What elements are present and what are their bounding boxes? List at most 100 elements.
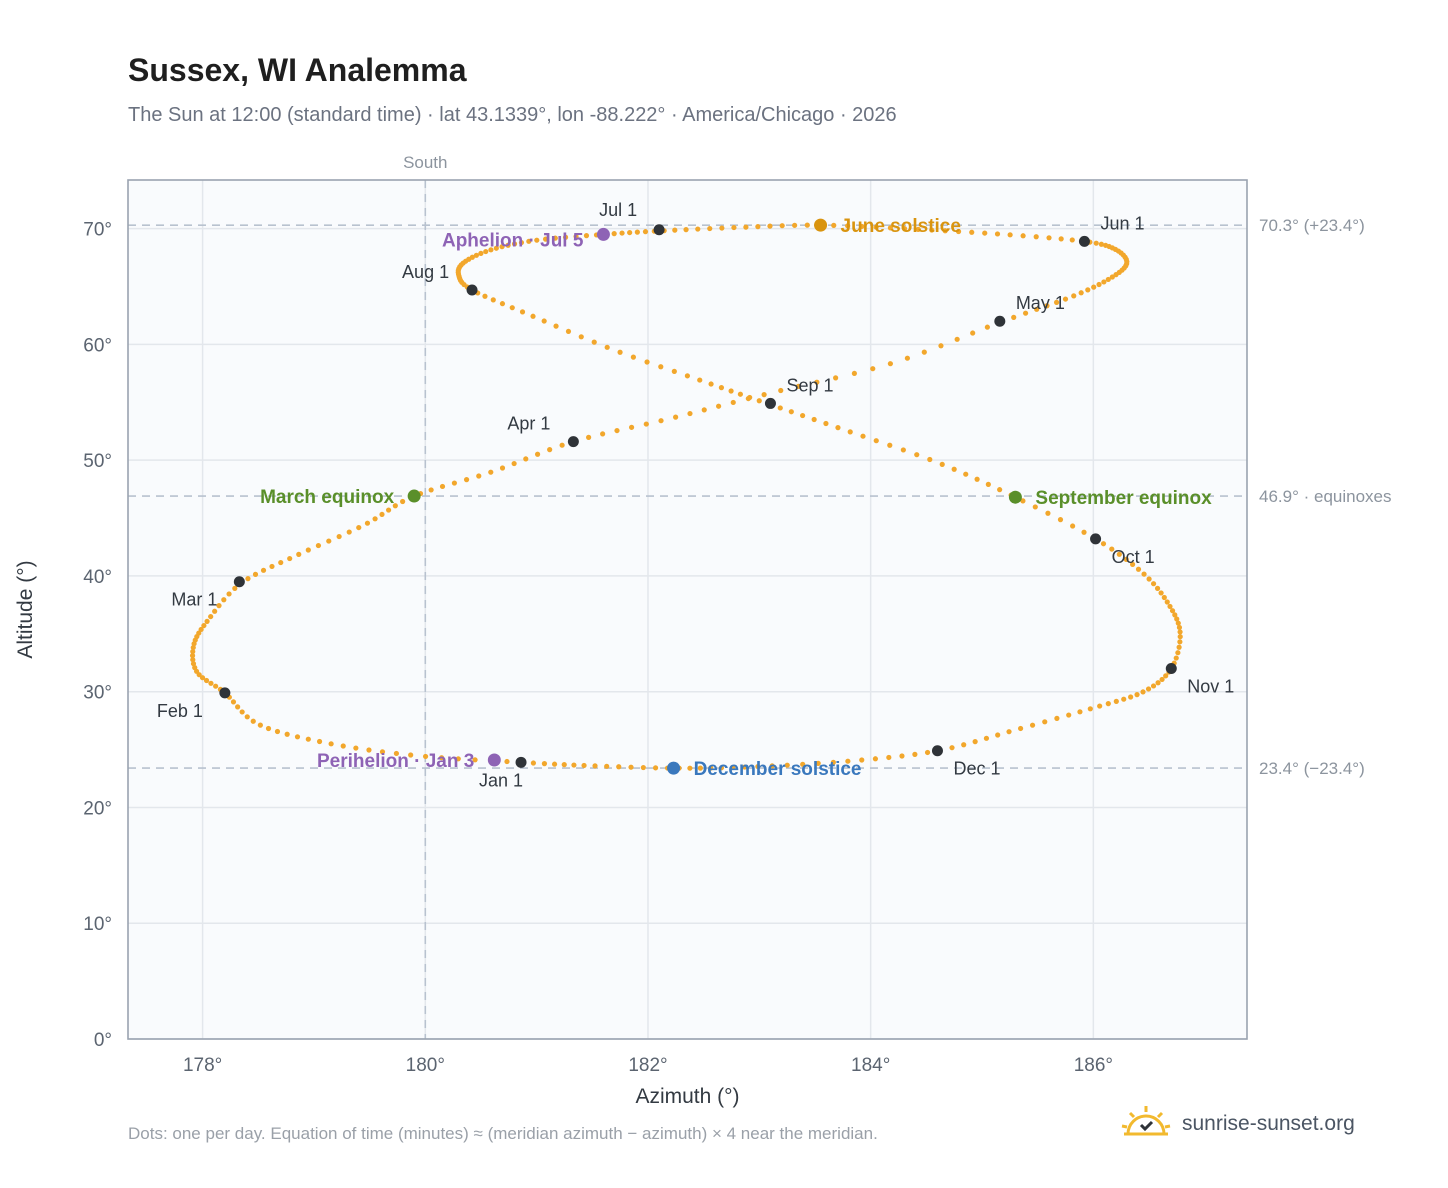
daily-sun-dot <box>189 653 196 659</box>
daily-sun-dot <box>830 759 836 765</box>
daily-sun-dot <box>1167 603 1173 610</box>
daily-sun-dot <box>617 349 623 355</box>
event-marker <box>814 218 828 232</box>
daily-sun-dot <box>795 383 802 389</box>
daily-sun-dot <box>1164 599 1170 605</box>
month-marker <box>764 397 776 409</box>
daily-sun-dot <box>683 227 689 233</box>
daily-sun-dot <box>561 762 567 768</box>
daily-sun-dot <box>701 407 707 413</box>
daily-sun-dot <box>252 571 259 577</box>
daily-sun-dot <box>963 471 969 477</box>
daily-sun-dot <box>1022 310 1029 316</box>
daily-sun-dot <box>213 683 219 689</box>
daily-sun-dot <box>756 398 762 404</box>
daily-sun-dot <box>658 418 664 424</box>
daily-sun-dot <box>900 447 906 453</box>
daily-sun-dot <box>1085 287 1091 293</box>
daily-sun-dot <box>1161 594 1167 601</box>
daily-sun-dot <box>761 392 767 398</box>
daily-sun-dot <box>708 381 714 387</box>
daily-sun-dot <box>346 529 352 535</box>
daily-sun-dot <box>1109 546 1115 552</box>
brand-link[interactable]: sunrise-sunset.org <box>1120 1104 1355 1144</box>
daily-sun-dot <box>482 293 488 299</box>
daily-sun-dot <box>511 460 517 467</box>
month-label: May 1 <box>1016 293 1065 313</box>
daily-sun-dot <box>604 344 610 350</box>
daily-sun-dot <box>1069 237 1075 243</box>
chart-subtitle: The Sun at 12:00 (standard time) · lat 4… <box>128 104 897 126</box>
daily-sun-dot <box>1140 689 1146 695</box>
daily-sun-dot <box>697 377 703 383</box>
daily-sun-dot <box>287 555 293 562</box>
daily-sun-dot <box>804 222 810 228</box>
y-tick-label: 70° <box>83 220 112 241</box>
daily-sun-dot <box>269 563 275 570</box>
daily-sun-dot <box>505 242 511 248</box>
event-label: Perihelion · Jan 3 <box>317 751 474 772</box>
daily-sun-dot <box>1057 517 1064 523</box>
daily-sun-dot <box>1173 655 1179 661</box>
daily-sun-dot <box>708 765 714 771</box>
daily-sun-dot <box>1020 233 1026 239</box>
month-marker <box>515 756 527 768</box>
month-marker <box>994 315 1006 327</box>
daily-sun-dot <box>1175 650 1181 656</box>
daily-sun-dot <box>472 757 478 763</box>
daily-sun-dot <box>340 743 346 749</box>
daily-sun-dot <box>326 538 332 544</box>
daily-sun-dot <box>755 224 761 230</box>
daily-sun-dot <box>1100 541 1107 547</box>
daily-sun-dot <box>559 442 565 448</box>
daily-sun-dot <box>305 547 311 553</box>
reference-line-label: 23.4° (−23.4°) <box>1259 759 1365 778</box>
daily-sun-dot <box>955 228 962 235</box>
brand-name: sunrise-sunset.org <box>1182 1112 1355 1135</box>
daily-sun-dot <box>1006 729 1012 735</box>
daily-sun-dot <box>230 699 237 705</box>
daily-sun-dot <box>800 412 806 419</box>
daily-sun-dot <box>921 349 927 355</box>
daily-sun-dot <box>1066 712 1072 718</box>
x-tick-label: 182° <box>628 1055 667 1076</box>
daily-sun-dot <box>779 223 785 229</box>
daily-sun-dot <box>1054 715 1060 721</box>
month-label: Dec 1 <box>953 759 1000 779</box>
month-marker <box>233 576 245 588</box>
daily-sun-dot <box>519 309 526 315</box>
daily-sun-dot <box>1070 523 1076 529</box>
daily-sun-dot <box>729 764 736 771</box>
daily-sun-dot <box>1093 240 1099 246</box>
daily-sun-dot <box>328 741 334 747</box>
month-marker <box>219 687 231 699</box>
daily-sun-dot <box>1109 274 1115 280</box>
daily-sun-dot <box>718 765 725 771</box>
daily-sun-dot <box>860 433 866 439</box>
daily-sun-dot <box>954 336 960 342</box>
daily-sun-dot <box>627 229 633 236</box>
daily-sun-dot <box>914 452 920 458</box>
daily-sun-dot <box>428 487 434 493</box>
daily-sun-dot <box>490 297 496 303</box>
month-label: Jul 1 <box>599 200 637 220</box>
daily-sun-dot <box>737 391 744 397</box>
daily-sun-dot <box>547 447 553 453</box>
daily-sun-dot <box>982 230 988 236</box>
daily-sun-dot <box>1145 686 1152 692</box>
daily-sun-dot <box>899 753 905 759</box>
daily-sun-dot <box>1007 232 1013 238</box>
daily-sun-dot <box>483 248 489 255</box>
daily-sun-dot <box>684 373 691 379</box>
x-axis-label: Azimuth (°) <box>635 1085 739 1108</box>
daily-sun-dot <box>499 465 506 471</box>
daily-sun-dot <box>614 427 620 434</box>
month-marker <box>466 284 478 296</box>
event-marker <box>1008 490 1022 504</box>
daily-sun-dot <box>336 533 342 540</box>
daily-sun-dot <box>1062 296 1069 302</box>
daily-sun-dot <box>212 608 218 614</box>
daily-sun-dot <box>1158 590 1164 596</box>
daily-sun-dot <box>1159 676 1165 683</box>
meridian-label: South <box>403 153 447 172</box>
